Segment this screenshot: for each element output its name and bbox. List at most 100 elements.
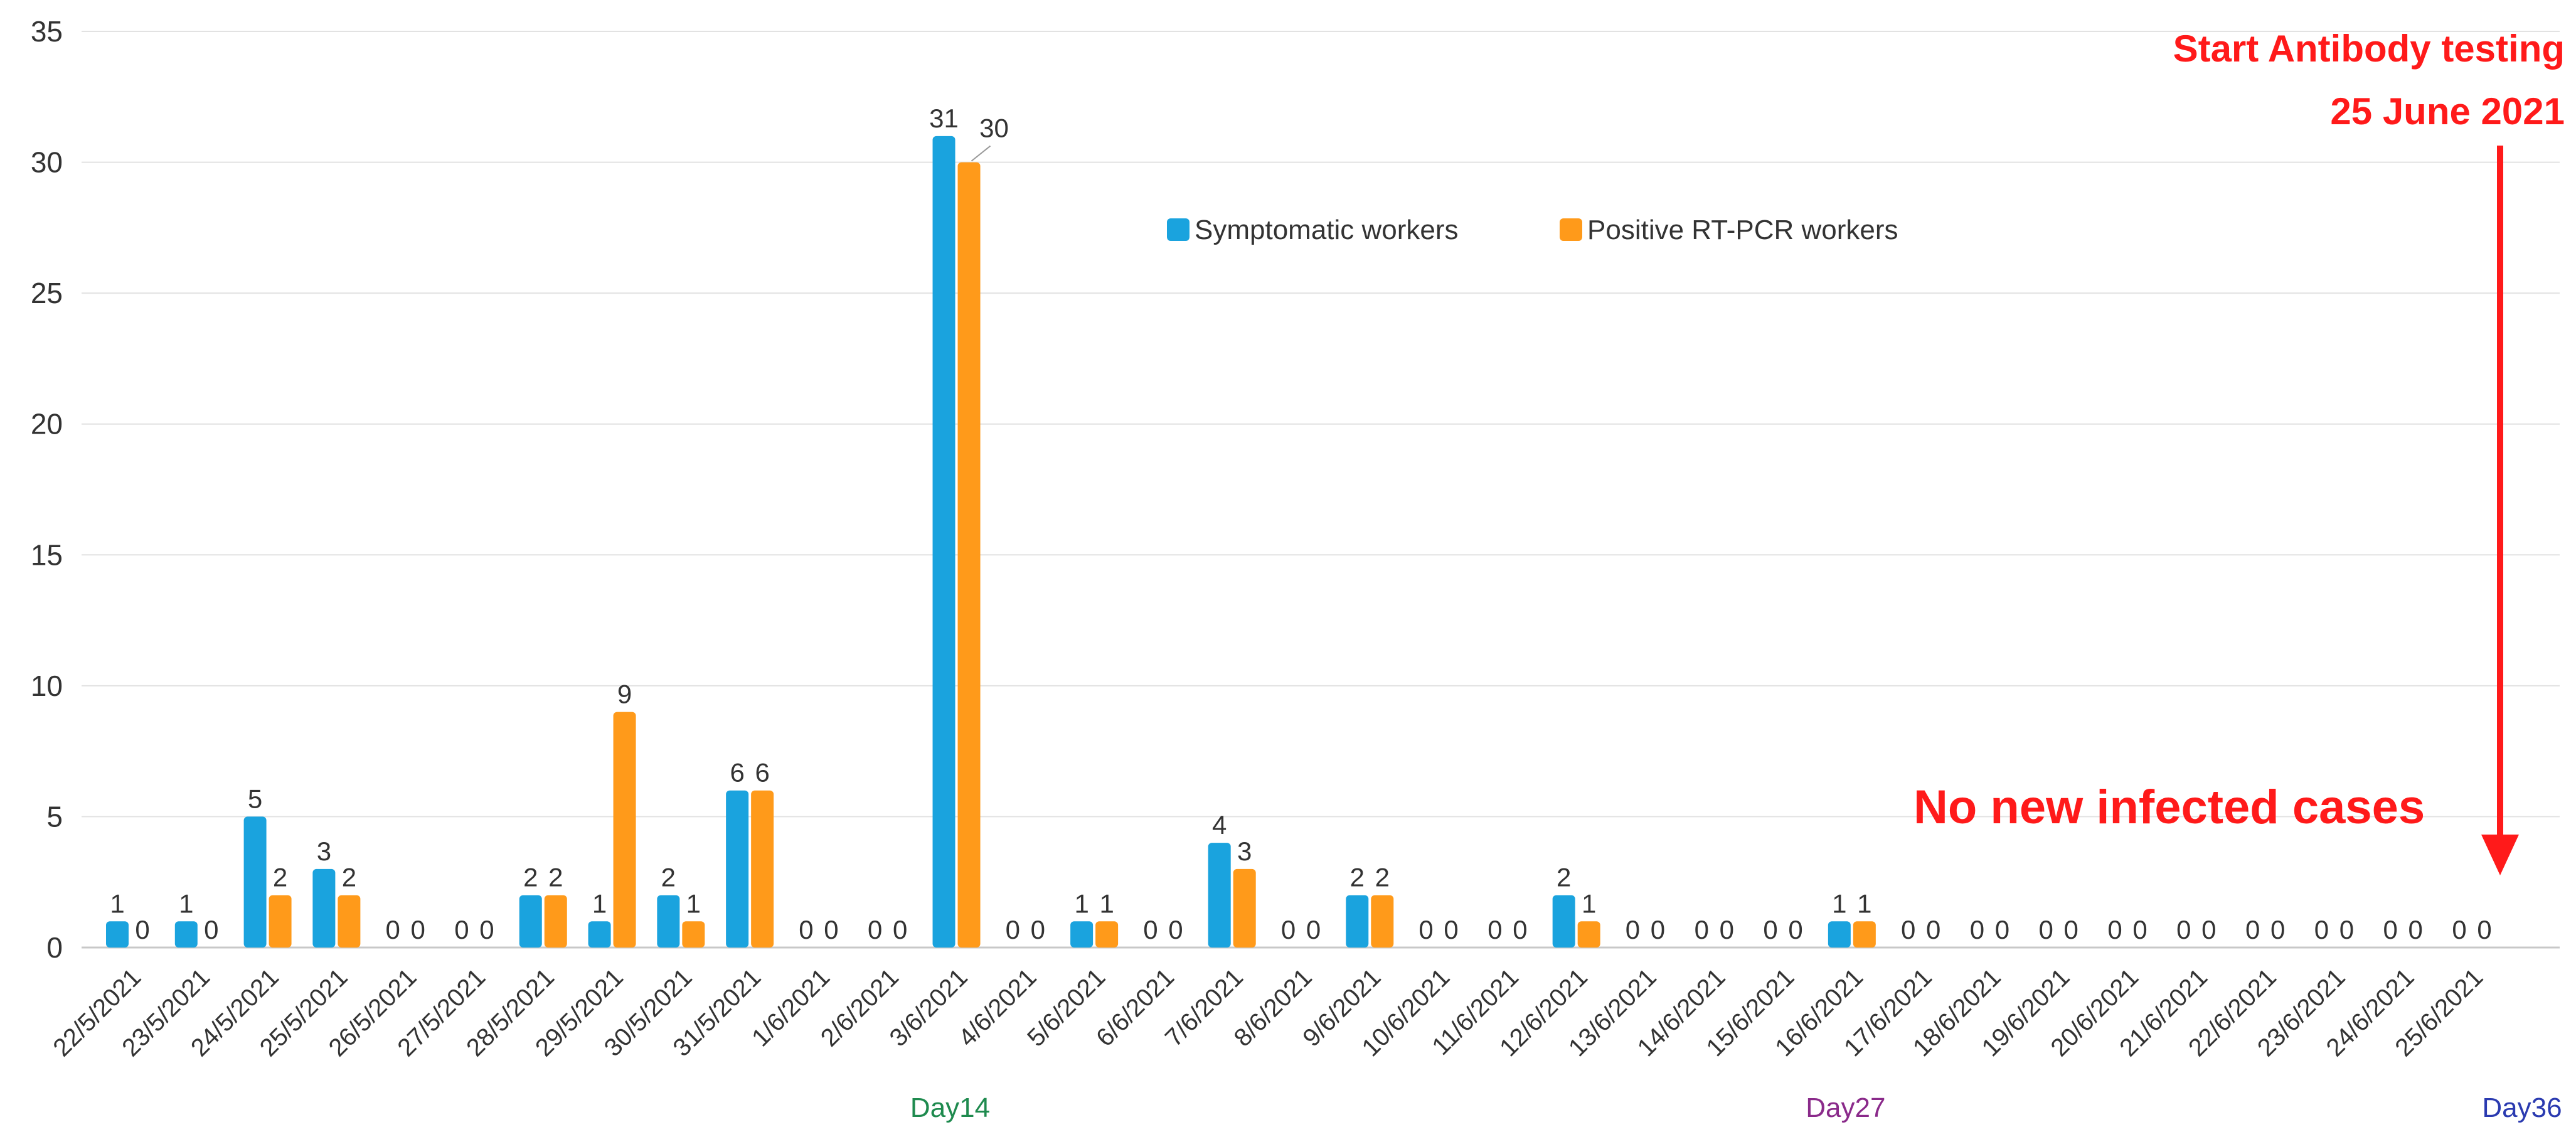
data-label-symptomatic: 1 (110, 889, 124, 918)
data-label-symptomatic: 0 (1970, 915, 1984, 944)
annotation-start-date: 25 June 2021 (2330, 90, 2565, 132)
data-label-positive-rtpcr: 0 (135, 915, 149, 944)
data-label-symptomatic: 0 (2245, 915, 2260, 944)
bar-symptomatic (1346, 895, 1369, 948)
y-tick-label: 35 (31, 15, 63, 48)
bar-symptomatic (243, 816, 267, 948)
annotation-arrow-head (2481, 835, 2519, 875)
data-label-positive-rtpcr: 30 (979, 114, 1009, 143)
data-label-symptomatic: 6 (730, 758, 744, 788)
data-label-symptomatic: 1 (592, 889, 607, 918)
data-label-positive-rtpcr: 1 (1857, 889, 1871, 918)
bar-symptomatic (1552, 895, 1575, 948)
bar-symptomatic (932, 136, 955, 948)
annotation-start-antibody-testing: Start Antibody testing (2173, 28, 2565, 70)
data-label-symptomatic: 1 (179, 889, 193, 918)
data-label-symptomatic: 5 (248, 784, 262, 813)
y-tick-label: 30 (31, 146, 63, 179)
data-label-symptomatic: 0 (2176, 915, 2191, 944)
data-label-positive-rtpcr: 0 (1306, 915, 1321, 944)
y-tick-label: 15 (31, 538, 63, 571)
bar-positive-rtpcr (1371, 895, 1394, 948)
bar-symptomatic (106, 921, 129, 948)
data-label-positive-rtpcr: 2 (342, 863, 356, 892)
bar-symptomatic (657, 895, 680, 948)
data-label-symptomatic: 0 (1695, 915, 1709, 944)
data-label-positive-rtpcr: 0 (1031, 915, 1045, 944)
legend-swatch-symptomatic (1167, 218, 1190, 241)
bar-symptomatic (519, 895, 542, 948)
bar-positive-rtpcr (682, 921, 705, 948)
data-label-positive-rtpcr: 0 (2270, 915, 2285, 944)
bars (106, 136, 1876, 948)
data-label-symptomatic: 3 (317, 836, 331, 866)
bar-symptomatic (174, 921, 198, 948)
data-label-positive-rtpcr: 0 (479, 915, 494, 944)
bar-positive-rtpcr (751, 790, 774, 948)
data-label-symptomatic: 0 (2039, 915, 2053, 944)
annotation-no-new-cases: No new infected cases (1913, 781, 2425, 834)
y-tick-label: 10 (31, 670, 63, 702)
data-label-symptomatic: 0 (2107, 915, 2122, 944)
data-label-positive-rtpcr: 2 (273, 863, 287, 892)
data-label-symptomatic: 0 (454, 915, 469, 944)
bar-positive-rtpcr (613, 712, 636, 948)
data-label-positive-rtpcr: 1 (686, 889, 701, 918)
bar-positive-rtpcr (269, 895, 292, 948)
day-label: Day27 (1806, 1092, 1885, 1123)
data-label-symptomatic: 31 (929, 104, 959, 133)
data-label-symptomatic: 0 (1626, 915, 1640, 944)
data-label-symptomatic: 0 (868, 915, 882, 944)
grid-lines (82, 31, 2560, 949)
bar-positive-rtpcr (544, 895, 567, 948)
bar-positive-rtpcr (338, 895, 361, 948)
data-label-positive-rtpcr: 0 (1995, 915, 2009, 944)
bar-positive-rtpcr (1095, 921, 1119, 948)
data-label-positive-rtpcr: 0 (1926, 915, 1940, 944)
data-label-symptomatic: 0 (385, 915, 400, 944)
bar-symptomatic (588, 921, 611, 948)
legend-label-symptomatic: Symptomatic workers (1195, 215, 1459, 245)
bar-symptomatic (1208, 843, 1231, 948)
data-label-positive-rtpcr: 0 (1651, 915, 1665, 944)
data-label-symptomatic: 0 (1488, 915, 1502, 944)
day-labels: Day14 Day27 Day36 (910, 1092, 2562, 1123)
y-tick-label: 20 (31, 408, 63, 441)
bar-positive-rtpcr (1577, 921, 1600, 948)
day-label: Day36 (2482, 1092, 2562, 1123)
y-tick-label: 0 (46, 931, 63, 964)
data-label-positive-rtpcr: 0 (893, 915, 907, 944)
data-label-positive-rtpcr: 0 (2339, 915, 2354, 944)
data-label-positive-rtpcr: 2 (548, 863, 563, 892)
y-tick-label: 5 (46, 800, 63, 833)
data-label-positive-rtpcr: 0 (1513, 915, 1527, 944)
data-label-symptomatic: 2 (1350, 863, 1365, 892)
bar-symptomatic (726, 790, 749, 948)
data-label-symptomatic: 0 (1763, 915, 1777, 944)
data-label-symptomatic: 0 (799, 915, 813, 944)
data-label-symptomatic: 2 (1557, 863, 1571, 892)
data-label-symptomatic: 4 (1212, 810, 1227, 840)
data-label-symptomatic: 1 (1074, 889, 1088, 918)
legend-item-positive-rtpcr: Positive RT-PCR workers (1560, 215, 1898, 245)
data-label-symptomatic: 0 (2383, 915, 2398, 944)
data-label-symptomatic: 0 (1006, 915, 1020, 944)
data-label-leader-line (971, 145, 991, 162)
data-label-positive-rtpcr: 0 (1720, 915, 1734, 944)
data-label-positive-rtpcr: 0 (204, 915, 218, 944)
data-label-positive-rtpcr: 2 (1375, 863, 1390, 892)
data-label-positive-rtpcr: 0 (2201, 915, 2216, 944)
annotations: Start Antibody testing 25 June 2021 No n… (1913, 28, 2565, 875)
data-label-positive-rtpcr: 0 (824, 915, 838, 944)
data-label-positive-rtpcr: 0 (2132, 915, 2147, 944)
data-label-positive-rtpcr: 1 (1582, 889, 1596, 918)
legend-item-symptomatic: Symptomatic workers (1167, 215, 1459, 245)
data-label-symptomatic: 1 (1832, 889, 1846, 918)
data-label-positive-rtpcr: 0 (1444, 915, 1458, 944)
data-label-positive-rtpcr: 0 (2408, 915, 2423, 944)
data-label-symptomatic: 0 (2314, 915, 2329, 944)
data-label-positive-rtpcr: 0 (1168, 915, 1183, 944)
data-label-symptomatic: 2 (661, 863, 676, 892)
legend: Symptomatic workers Positive RT-PCR work… (1167, 215, 1898, 245)
